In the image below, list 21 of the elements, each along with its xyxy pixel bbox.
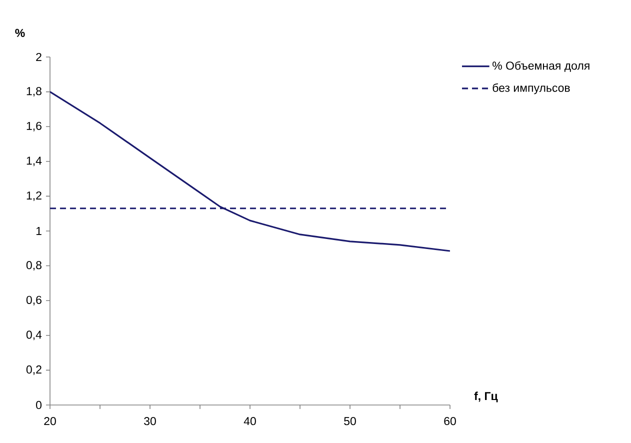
y-tick-label: 1,4 (26, 156, 42, 166)
x-axis-title: f, Гц (474, 392, 498, 402)
x-tick-label: 50 (344, 417, 356, 426)
y-tick-label: 0,4 (26, 330, 42, 340)
legend-label: без импульсов (492, 83, 570, 94)
y-tick-label: 1 (36, 227, 42, 235)
legend-label: % Объемная доля (492, 61, 590, 72)
y-tick-label: 1,8 (26, 87, 42, 97)
y-tick-label: 1,2 (26, 191, 42, 201)
x-tick-label: 60 (444, 417, 456, 426)
y-tick-label: 2 (36, 52, 42, 62)
y-tick-label: 0,8 (26, 261, 42, 271)
y-tick-label: 0,6 (26, 296, 42, 306)
y-axis-title: % (15, 28, 25, 37)
y-tick-label: 0 (36, 400, 42, 410)
x-tick-label: 20 (44, 417, 56, 426)
y-tick-label: 1,6 (26, 122, 42, 132)
x-tick-label: 30 (144, 417, 156, 426)
y-tick-label: 0,2 (26, 365, 42, 375)
line-series (50, 90, 450, 252)
x-tick-label: 40 (244, 417, 256, 426)
